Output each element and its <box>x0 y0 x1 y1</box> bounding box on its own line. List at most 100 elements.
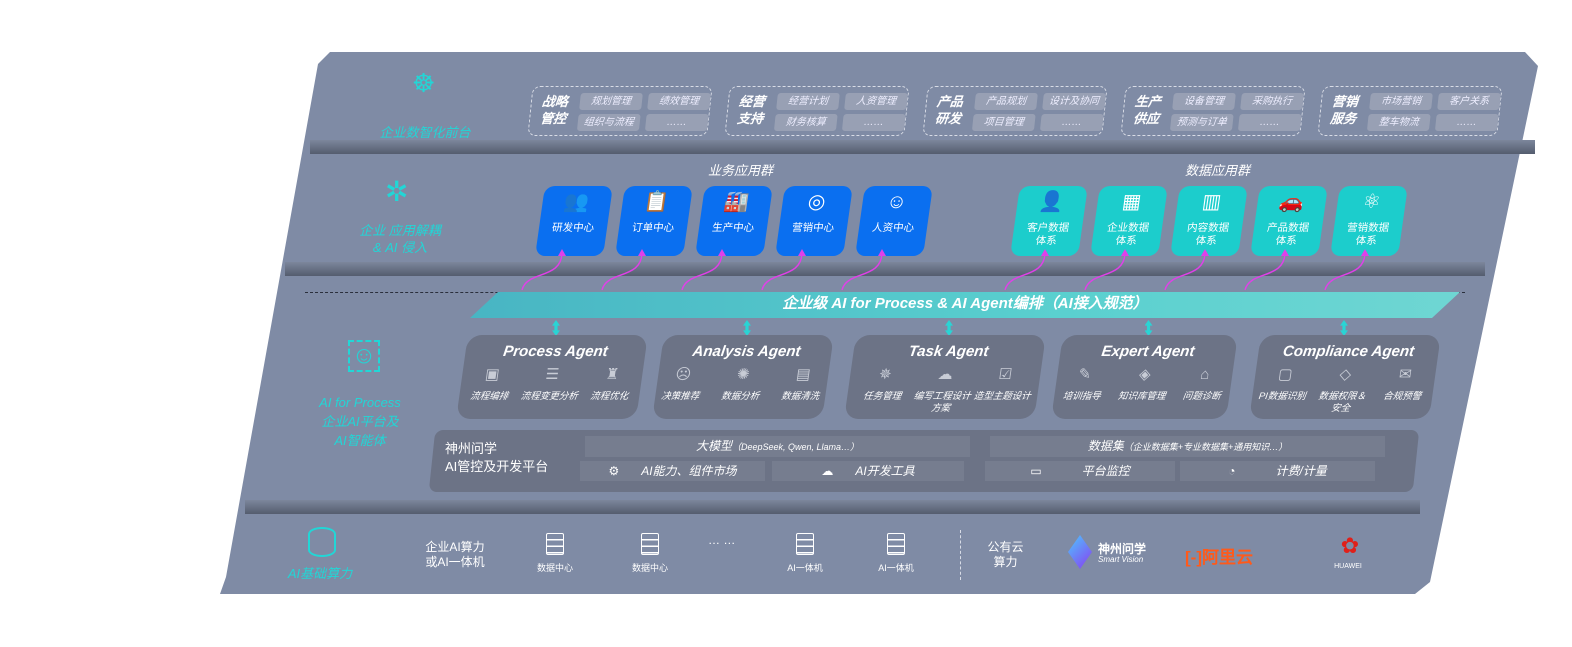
capability-label: 合规预警 <box>1382 391 1423 402</box>
tool-label: 计费/计量 <box>1275 464 1327 478</box>
connector-arrowhead <box>1361 249 1369 256</box>
connector-arrowhead <box>558 249 566 256</box>
agent-title: Analysis Agent <box>691 343 802 360</box>
agent-capability[interactable]: ✉ 合规预警 <box>1371 366 1436 403</box>
server-label: AI一体机 <box>787 563 823 573</box>
server-label: 数据中心 <box>631 563 668 573</box>
capability-label: 流程变更分析 <box>519 391 579 402</box>
capability-label: 数据分析 <box>720 391 761 402</box>
divider <box>310 140 1535 154</box>
connector-curve <box>1244 251 1286 291</box>
divider <box>960 530 961 580</box>
vendor-huawei: HUAWEI <box>1334 563 1362 570</box>
agent-capability[interactable]: ♜ 流程优化 <box>578 366 643 403</box>
vendor-aliyun: [-]阿里云 <box>1185 543 1253 568</box>
cloud-tool-icon: ☁ <box>821 464 834 478</box>
orchestration-banner: 企业级 AI for Process & AI Agent编排（AI接入规范） <box>470 292 1460 318</box>
model-label: 大模型 <box>695 439 732 453</box>
dev-tools-bar[interactable]: ☁ AI开发工具 <box>772 461 964 481</box>
bidirectional-arrow-icon <box>945 320 953 336</box>
agent-card[interactable]: Expert Agent ✎ 培训指导 ◈ 知识库管理 ⌂ 问题诊断 <box>1051 335 1238 419</box>
agent-capability[interactable]: ✺ 数据分析 <box>709 366 774 403</box>
monitor-bar[interactable]: ▭ 平台监控 <box>985 461 1175 481</box>
agent-capability[interactable]: ⌂ 问题诊断 <box>1171 366 1236 403</box>
gauge-icon: ◔ <box>1228 464 1236 478</box>
server-label: AI一体机 <box>878 563 914 573</box>
divider <box>285 262 1485 276</box>
agent-title: Expert Agent <box>1100 343 1196 360</box>
bidirectional-arrow-icon <box>743 320 751 336</box>
capability-label: 造型主题设计 <box>972 391 1032 402</box>
connector-arrowhead <box>1041 249 1049 256</box>
connector-arrowhead <box>718 249 726 256</box>
capability-label: 决策推荐 <box>660 391 701 402</box>
platform-title: 神州问学 AI管控及开发平台 <box>445 441 549 474</box>
aliyun-logo-icon: [-] <box>1185 548 1202 567</box>
dataset-note: （企业数据集+专业数据集+通用知识…） <box>1123 442 1288 452</box>
capability-label: 编写工程设计方案 <box>912 391 972 414</box>
agent-capability[interactable]: ▢ PI数据识别 <box>1251 366 1316 403</box>
capability-icon: ☁ <box>936 366 955 383</box>
capability-icon: ▢ <box>1277 366 1294 383</box>
tool-label: AI开发工具 <box>855 464 915 478</box>
server-icon <box>641 533 659 555</box>
connector-curve <box>521 251 563 291</box>
agent-card[interactable]: Compliance Agent ▢ PI数据识别 ◇ 数据权限＆ 安全 ✉ 合规预警 <box>1249 335 1441 419</box>
model-note: （DeepSeek, Qwen, Llama…） <box>731 442 860 452</box>
capability-icon: ☑ <box>997 366 1014 383</box>
monitor-icon: ▭ <box>1030 464 1042 478</box>
capability-icon: ⌂ <box>1199 366 1211 383</box>
agent-capability[interactable]: ▤ 数据清洗 <box>769 366 834 403</box>
layer-label-ai: AI for Process 企业AI平台及 AI智能体 <box>319 395 401 448</box>
agent-capability[interactable]: ✵ 任务管理 <box>851 366 916 403</box>
agent-capability[interactable]: ☰ 流程变更分析 <box>518 366 583 403</box>
database-icon <box>308 527 336 557</box>
server-icon <box>546 533 564 555</box>
billing-bar[interactable]: ◔ 计费/计量 <box>1180 461 1375 481</box>
layer-label-frontend: 企业数智化前台 <box>379 125 471 140</box>
agent-title: Process Agent <box>502 343 610 360</box>
agent-card[interactable]: Analysis Agent ☹ 决策推荐 ✺ 数据分析 ▤ 数据清洗 <box>652 335 834 419</box>
tool-label: AI能力、组件市场 <box>641 464 737 478</box>
model-bar: 大模型（DeepSeek, Qwen, Llama…） <box>585 436 970 457</box>
connector-arrowhead <box>1281 249 1289 256</box>
agent-capability[interactable]: ☁ 编写工程设计方案 <box>910 366 976 415</box>
aliyun-text: 阿里云 <box>1201 548 1253 567</box>
server-label: 数据中心 <box>536 563 573 573</box>
capability-icon: ☹ <box>674 366 693 383</box>
agent-capability[interactable]: ◇ 数据权限＆ 安全 <box>1310 366 1376 415</box>
connector-arrowhead <box>1201 249 1209 256</box>
agent-card[interactable]: Process Agent ▣ 流程编排 ☰ 流程变更分析 ♜ 流程优化 <box>456 335 648 419</box>
layer-label-apps: 企业 应用解耦 & AI 侵入 <box>359 223 441 255</box>
vendor-shenzhou: 神州问学 <box>1098 542 1147 556</box>
capability-icon: ▣ <box>484 366 501 383</box>
divider <box>245 500 1420 514</box>
connector-curve <box>1084 251 1126 291</box>
server-data-center-2: 数据中心 <box>620 533 680 574</box>
enterprise-compute-label: 企业AI算力 或AI一体机 <box>425 540 485 569</box>
connector-curve <box>1164 251 1206 291</box>
component-market-bar[interactable]: ⚙ AI能力、组件市场 <box>580 461 765 481</box>
data-apps-title: 数据应用群 <box>1185 163 1251 178</box>
agent-card[interactable]: Task Agent ✵ 任务管理 ☁ 编写工程设计方案 ☑ 造型主题设计 <box>844 335 1046 419</box>
capability-label: 数据清洗 <box>780 391 821 402</box>
capability-label: PI数据识别 <box>1257 391 1307 402</box>
agent-capability[interactable]: ▣ 流程编排 <box>458 366 523 403</box>
bidirectional-arrow-icon <box>1144 320 1153 336</box>
agent-capability[interactable]: ☑ 造型主题设计 <box>971 366 1036 403</box>
capability-icon: ◇ <box>1338 366 1353 383</box>
molecule-icon: ✲ <box>385 176 409 207</box>
server-ai-box-1: AI一体机 <box>775 533 835 574</box>
agent-title: Task Agent <box>907 343 990 360</box>
capability-label: 数据权限＆ 安全 <box>1317 391 1367 414</box>
face-scan-icon: ☺ <box>348 340 380 372</box>
connector-curve <box>601 251 643 291</box>
capability-icon: ☰ <box>544 366 561 383</box>
bidirectional-arrow-icon <box>1340 320 1348 336</box>
capability-label: 流程优化 <box>589 391 630 402</box>
agent-capability[interactable]: ✎ 培训指导 <box>1051 366 1116 403</box>
agent-capability[interactable]: ◈ 知识库管理 <box>1111 366 1176 403</box>
agent-capability[interactable]: ☹ 决策推荐 <box>649 366 714 403</box>
business-apps-title: 业务应用群 <box>708 163 774 178</box>
